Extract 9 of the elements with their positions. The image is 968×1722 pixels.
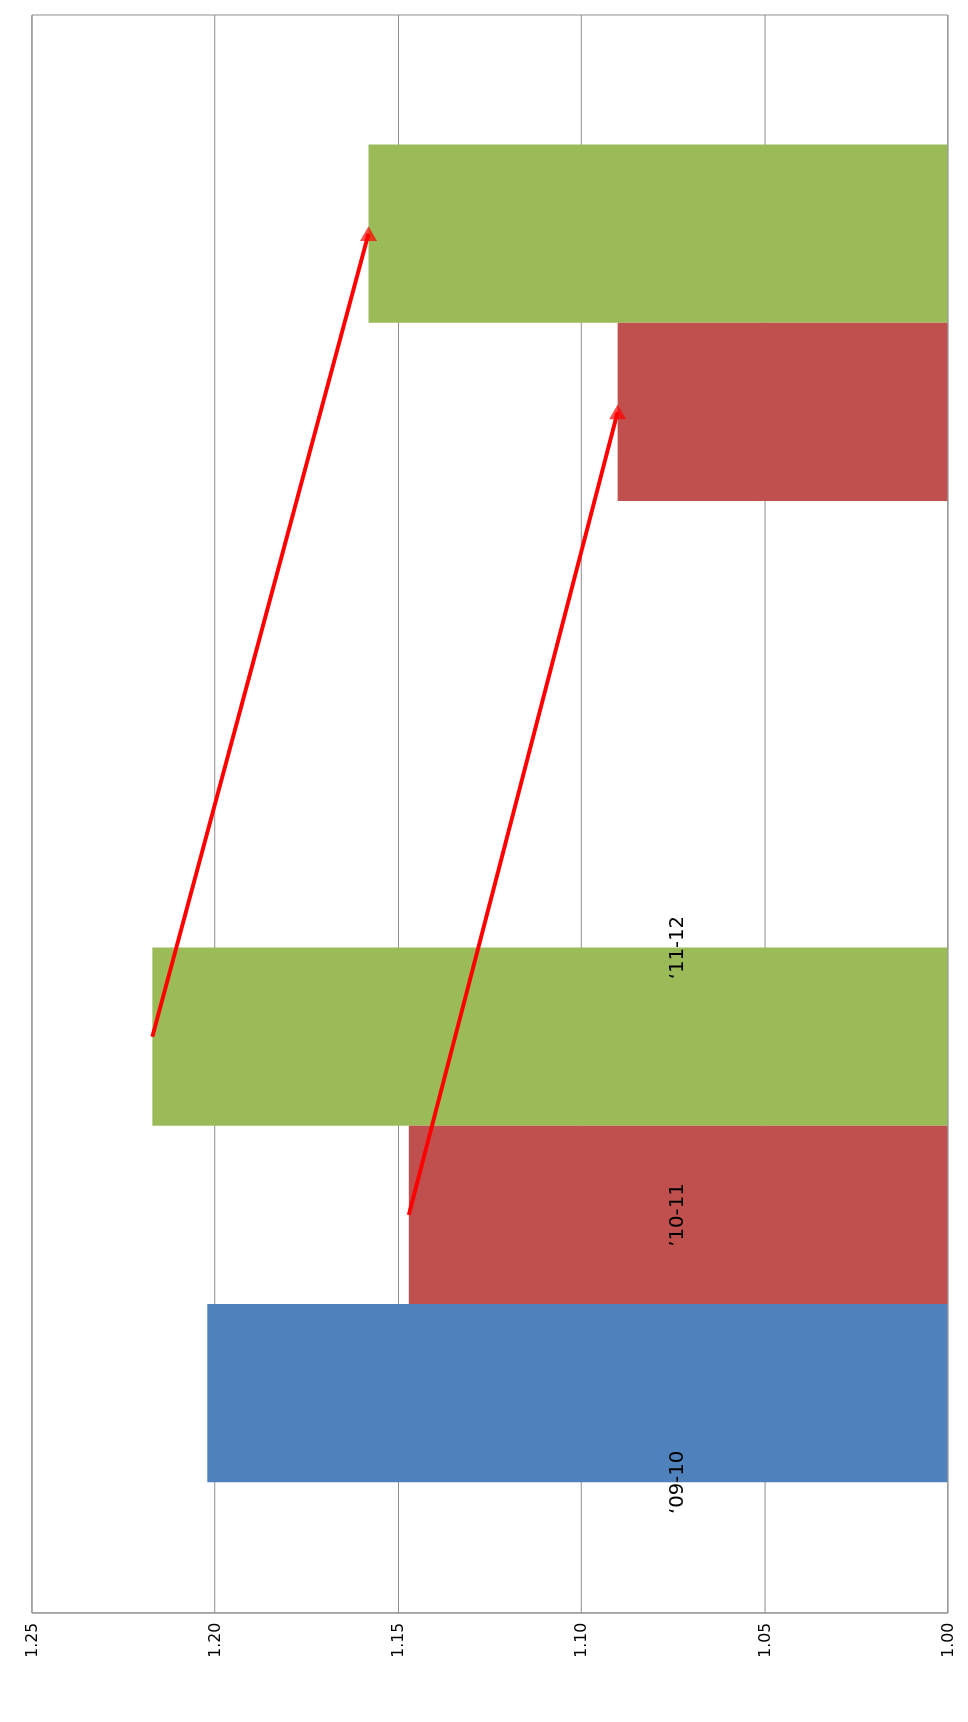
x-tick-label: 1.20 <box>205 1622 225 1658</box>
series-label: ‘09-10 <box>665 1450 689 1515</box>
series-label: ‘11-12 <box>665 915 689 980</box>
x-tick-label: 1.25 <box>21 1622 41 1658</box>
x-tick-label: 1.00 <box>937 1622 957 1658</box>
x-tick-label: 1.15 <box>388 1622 408 1658</box>
x-tick-label: 1.05 <box>754 1622 774 1658</box>
x-tick-label: 1.10 <box>571 1622 591 1658</box>
series-label: ’10-11 <box>665 1183 689 1247</box>
